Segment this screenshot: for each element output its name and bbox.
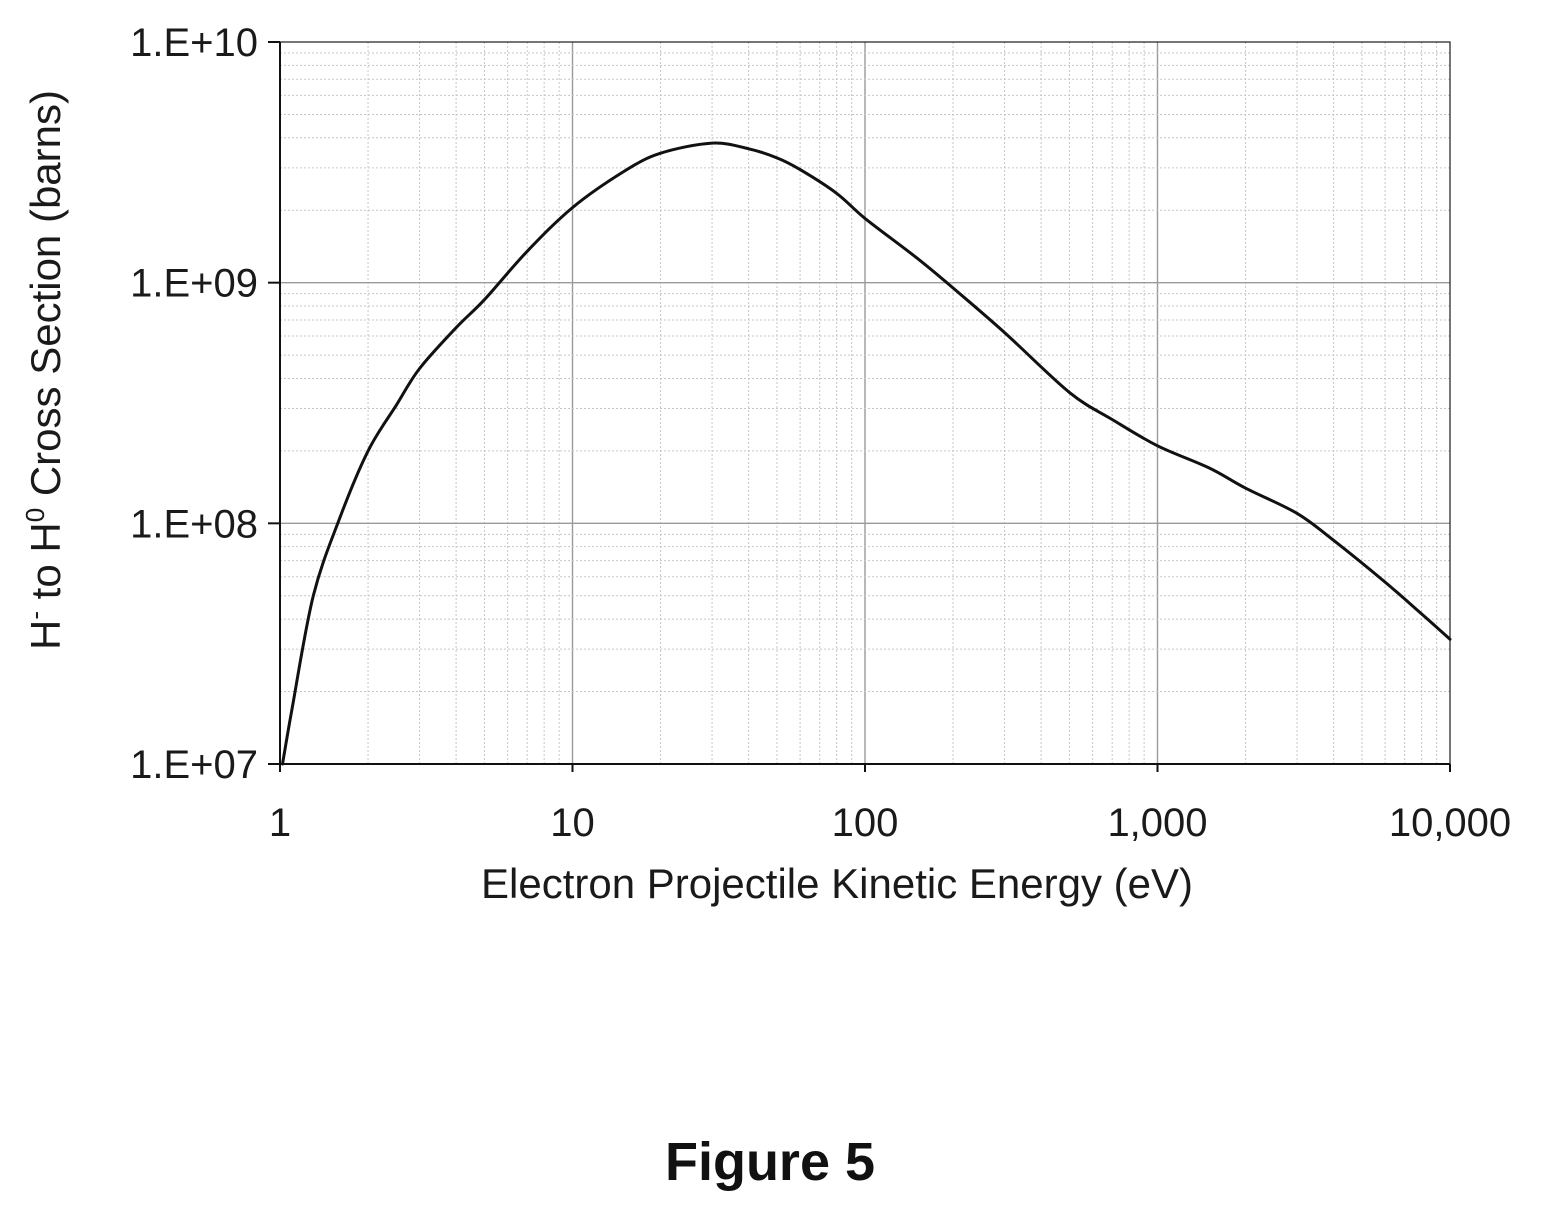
x-tick-label: 1,000 bbox=[1107, 801, 1207, 845]
x-axis-title: Electron Projectile Kinetic Energy (eV) bbox=[481, 860, 1193, 907]
y-axis-title-superscript: 0 bbox=[20, 508, 50, 522]
grid-lines bbox=[279, 42, 1450, 765]
x-tick-label: 10,000 bbox=[1389, 801, 1511, 845]
y-tick-label: 1.E+10 bbox=[130, 21, 258, 65]
y-axis-title: H- to H0 Cross Section (barns) bbox=[20, 90, 69, 650]
x-tick-label: 1 bbox=[269, 801, 291, 845]
x-tick-label: 100 bbox=[832, 801, 899, 845]
series-line bbox=[281, 141, 1452, 766]
figure-caption: Figure 5 bbox=[665, 1132, 875, 1192]
y-tick-label: 1.E+08 bbox=[130, 502, 258, 546]
x-tick-labels: 1 10 100 1,000 10,000 bbox=[269, 801, 1511, 845]
tick-marks bbox=[268, 41, 1451, 772]
y-tick-labels: 1.E+07 1.E+08 1.E+09 1.E+10 bbox=[130, 21, 258, 787]
x-tick-label: 10 bbox=[550, 801, 595, 845]
y-tick-label: 1.E+09 bbox=[130, 262, 258, 306]
y-tick-label: 1.E+07 bbox=[130, 743, 258, 787]
y-axis-title-superscript: - bbox=[20, 611, 50, 620]
